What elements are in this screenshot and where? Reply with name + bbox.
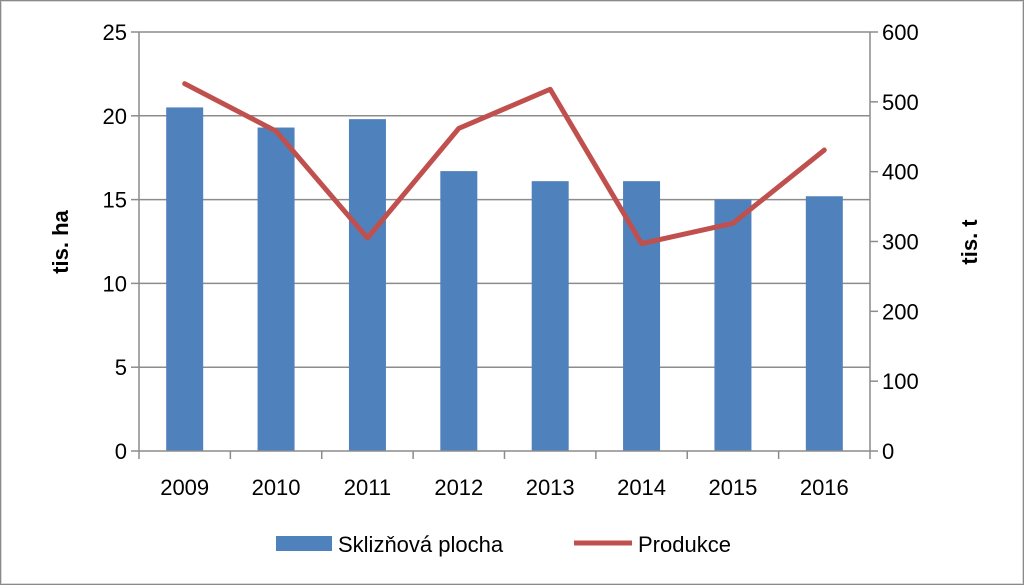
right-axis-ticks: 0 100 200 300 400 500 600 — [870, 20, 919, 464]
y-tick-label: 5 — [115, 355, 127, 380]
left-axis-title: tis. ha — [48, 209, 73, 273]
x-tick-label: 2015 — [708, 475, 757, 500]
y2-tick-label: 300 — [882, 230, 919, 255]
legend-line-label: Produkce — [638, 532, 731, 557]
legend: Sklizňová plocha Produkce — [276, 532, 731, 557]
x-tick-label: 2016 — [800, 475, 849, 500]
y2-tick-label: 200 — [882, 299, 919, 324]
x-tick-label: 2010 — [252, 475, 301, 500]
bar — [440, 171, 478, 451]
y2-tick-label: 400 — [882, 160, 919, 185]
y2-tick-label: 500 — [882, 90, 919, 115]
line-series — [182, 81, 827, 247]
y2-tick-label: 600 — [882, 20, 919, 45]
x-tick-label: 2011 — [344, 475, 391, 500]
x-tick-label: 2014 — [617, 475, 666, 500]
y2-tick-label: 0 — [882, 439, 894, 464]
x-tick-label: 2013 — [526, 475, 575, 500]
left-axis-ticks: 0 5 10 15 20 25 — [103, 20, 139, 464]
x-axis-ticks: 2009 2010 2011 2012 2013 2014 2015 2016 — [138, 451, 871, 500]
production-line — [182, 81, 827, 247]
legend-bar-label: Sklizňová plocha — [338, 532, 504, 557]
axes — [138, 32, 871, 452]
y-tick-label: 10 — [103, 271, 127, 296]
y-tick-label: 0 — [115, 439, 127, 464]
x-tick-label: 2012 — [434, 475, 483, 500]
y2-tick-label: 100 — [882, 369, 919, 394]
y-tick-label: 20 — [103, 104, 127, 129]
bar — [714, 199, 752, 451]
bar — [166, 107, 204, 452]
right-axis-title: tis. t — [957, 219, 982, 265]
bar — [257, 127, 295, 452]
y-tick-label: 15 — [103, 188, 127, 213]
legend-bar-swatch — [276, 536, 332, 551]
bar — [805, 196, 843, 451]
bar — [531, 181, 569, 451]
bar — [348, 119, 386, 451]
x-tick-label: 2009 — [160, 475, 209, 500]
bar-series — [166, 107, 843, 452]
y-tick-label: 25 — [103, 20, 127, 45]
